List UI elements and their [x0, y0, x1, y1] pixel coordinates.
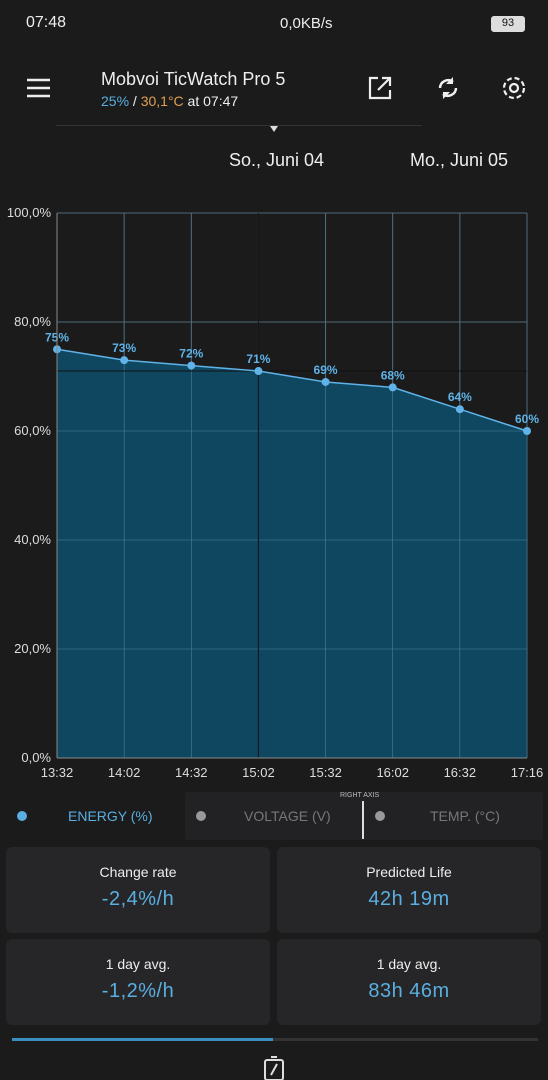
value-label: 69%: [314, 363, 338, 377]
x-tick-label: 14:32: [175, 765, 208, 780]
pointer: [270, 126, 278, 132]
stat-card: 1 day avg. 83h 46m: [277, 939, 541, 1025]
value-label: 71%: [246, 352, 270, 366]
y-tick-label: 0,0%: [21, 750, 51, 765]
page-indicator: [12, 1038, 273, 1041]
point: [120, 356, 129, 365]
x-tick-label: 15:02: [242, 765, 275, 780]
sep: /: [129, 93, 141, 109]
legend-box: [185, 792, 543, 840]
value-label: 64%: [448, 390, 472, 404]
x-tick-label: 14:02: [108, 765, 141, 780]
point: [523, 427, 531, 435]
settings-button[interactable]: [500, 74, 528, 102]
stat-label: Predicted Life: [366, 864, 452, 880]
point: [388, 383, 397, 392]
right-axis-label: RIGHT AXIS: [340, 792, 380, 799]
point: [254, 367, 263, 376]
chart: 0,0% 20,0% 40,0% 60,0% 80,0% 100,0% 13:32 14:02…: [7, 205, 544, 780]
point: [187, 361, 196, 370]
x-tick-label: 13:32: [41, 765, 74, 780]
temp: 30,1°C: [140, 93, 184, 109]
menu-button[interactable]: [24, 76, 54, 100]
y-tick-label: 80,0%: [14, 314, 51, 329]
stat-value: -1,2%/h: [101, 980, 175, 1002]
y-tick-label: 20,0%: [14, 641, 51, 656]
legend-temp[interactable]: TEMP. (°C): [430, 808, 500, 824]
y-tick-label: 100,0%: [7, 205, 52, 220]
date[interactable]: Mo., Juni 05: [410, 150, 509, 170]
y-tick-label: 40,0%: [14, 532, 51, 547]
stat-value: 42h 19m: [368, 888, 450, 910]
date[interactable]: So., Juni 04: [229, 150, 325, 170]
x-tick-label: 16:32: [444, 765, 477, 780]
clock: 07:48: [26, 14, 67, 31]
stat-card: 1 day avg. -1,2%/h: [6, 939, 270, 1025]
value-label: 73%: [112, 341, 136, 355]
area: [57, 349, 527, 758]
legend-dot: [196, 811, 206, 821]
legend-energy[interactable]: ENERGY (%): [68, 808, 153, 824]
stat-label: 1 day avg.: [376, 956, 442, 972]
device-status: 25% / 30,1°C at 07:47: [101, 93, 238, 109]
page-track: [12, 1038, 538, 1041]
refresh-button[interactable]: [434, 74, 462, 102]
battery: 93: [491, 16, 525, 32]
stat-value: -2,4%/h: [101, 888, 175, 910]
value-label: 68%: [381, 368, 405, 382]
stat-label: 1 day avg.: [105, 956, 171, 972]
stat-value: 83h 46m: [368, 980, 450, 1002]
stat-card: Change rate -2,4%/h: [6, 847, 270, 933]
stat-label: Change rate: [99, 864, 177, 880]
x-tick-label: 17:16: [511, 765, 544, 780]
value-label: 72%: [179, 347, 203, 361]
updated: at 07:47: [183, 93, 239, 109]
line: [56, 348, 528, 432]
value-label: 60%: [515, 412, 539, 426]
device-title: Mobvoi TicWatch Pro 5: [101, 69, 286, 89]
legend-voltage[interactable]: VOLTAGE (V): [244, 808, 331, 824]
net-speed: 0,0KB/s: [280, 15, 333, 32]
axis-divider: [362, 801, 364, 839]
y-tick-label: 60,0%: [14, 423, 51, 438]
charge: 25%: [101, 93, 130, 109]
legend-dot: [17, 811, 27, 821]
point: [321, 377, 330, 386]
point: [455, 405, 464, 414]
x-tick-label: 15:32: [309, 765, 342, 780]
legend-dot: [375, 811, 385, 821]
x-tick-label: 16:02: [376, 765, 409, 780]
stat-card: Predicted Life 42h 19m: [277, 847, 541, 933]
divider: [56, 125, 422, 126]
bottom-icon[interactable]: [262, 1055, 286, 1080]
open-button[interactable]: [366, 74, 394, 102]
